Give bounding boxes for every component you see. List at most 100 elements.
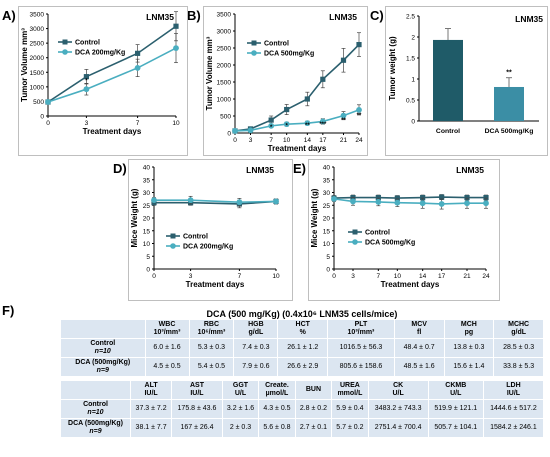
series-line — [47, 25, 177, 103]
y-tick-label: 1 — [411, 77, 415, 84]
table-header: RBC 10⁶/mm³ — [188, 319, 235, 339]
legend-marker — [352, 229, 358, 235]
x-tick-label: 14 — [304, 137, 312, 144]
legend-marker — [62, 49, 68, 55]
data-point — [268, 122, 275, 129]
data-point — [151, 197, 157, 204]
y-tick-label: 25 — [143, 203, 151, 210]
row-group: Control — [83, 401, 108, 408]
header-unit: fl — [417, 329, 422, 336]
y-tick-label: 0.5 — [406, 98, 415, 105]
bar — [494, 86, 524, 121]
table-cell: 3483.2 ± 743.3 — [367, 399, 429, 419]
data-point — [173, 23, 179, 29]
data-point — [394, 195, 400, 201]
table-header: HCT% — [277, 319, 329, 339]
x-tick-label: 0 — [233, 137, 237, 144]
y-tick-label: 1000 — [217, 97, 232, 104]
data-point — [134, 65, 141, 71]
data-point — [187, 197, 194, 204]
x-axis-label: Treatment days — [186, 280, 245, 289]
y-tick-label: 25 — [323, 203, 331, 210]
data-point — [439, 194, 445, 200]
table-cell: 1444.6 ± 517.2 — [482, 399, 545, 419]
x-tick-label: 3 — [249, 137, 253, 144]
table-header: MCV fl — [393, 319, 445, 339]
data-point — [394, 199, 401, 206]
header-name: CK — [393, 382, 404, 389]
row-label: Control n=10 — [59, 399, 132, 419]
header-name: BUN — [305, 386, 322, 393]
table-cell: 13.8 ± 0.3 — [443, 338, 495, 358]
table-header: HGB g/dL — [233, 319, 279, 339]
x-tick-label: 3 — [351, 273, 355, 280]
chart-d: 0 5 10 15 20 25 30 35 40 0 3 7 10 Treatment days Mice … — [128, 159, 293, 301]
series-line — [154, 199, 277, 203]
table-title: DCA (500 mg/Kg) (0.4x10⁶ LNM35 cells/mic… — [60, 308, 544, 320]
header-name: PLT — [354, 321, 368, 328]
series-dca — [45, 33, 179, 105]
table-cell: 26.6 ± 2.9 — [277, 357, 329, 377]
series-line — [154, 200, 277, 205]
chart-frame — [385, 6, 548, 156]
data-point — [135, 50, 141, 56]
series-control — [45, 11, 179, 105]
data-point — [356, 42, 362, 48]
data-point — [331, 195, 337, 202]
y-tick-label: 1.5 — [406, 56, 415, 63]
table-cell: 5.6 ± 0.8 — [258, 418, 296, 438]
header-unit: U/L — [392, 390, 404, 397]
row-group: DCA (500mg/Kg) — [75, 359, 131, 366]
row-label: DCA (500mg/Kg) n=9 — [59, 418, 132, 438]
x-tick-label: 21 — [463, 273, 471, 280]
x-tick-label: 14 — [419, 273, 427, 280]
header-name: UREA — [339, 382, 360, 389]
header-name: AST — [189, 382, 204, 389]
y-axis-label: Mice Weight (g) — [310, 188, 319, 247]
data-point — [340, 57, 347, 63]
header-name: HGB — [248, 321, 264, 328]
blood-table: DCA (500 mg/Kg) (0.4x10⁶ LNM35 cells/mic… — [59, 308, 545, 454]
table-header: CKMB U/L — [427, 380, 484, 400]
table-cell: 167 ± 26.4 — [171, 418, 223, 438]
y-tick-label: 40 — [323, 165, 331, 172]
data-point — [356, 106, 362, 113]
header-unit: 10³/mm³ — [153, 329, 181, 336]
legend-marker — [62, 39, 68, 45]
table-cell: 2751.4 ± 700.4 — [367, 418, 429, 438]
data-point — [320, 76, 326, 82]
table-cell: 1584.2 ± 246.1 — [482, 418, 545, 438]
header-unit: mmol/L — [337, 390, 363, 397]
x-tick-label: 10 — [394, 273, 402, 280]
legend-label: Control — [264, 41, 289, 48]
data-point — [268, 117, 274, 123]
series-dca — [151, 195, 279, 207]
table-header: WBC 10³/mm³ — [144, 319, 190, 339]
series-line — [333, 198, 486, 205]
header-unit: U/L — [234, 390, 247, 397]
x-tick-label: 24 — [355, 137, 363, 144]
chart-title: LNM35 — [146, 12, 174, 22]
table-cell: 2 ± 0.3 — [221, 418, 260, 438]
y-tick-label: 0 — [227, 131, 231, 138]
chart-frame — [128, 159, 293, 301]
y-tick-label: 3500 — [30, 12, 45, 19]
row-group: DCA (500mg/Kg) — [68, 420, 123, 427]
header-unit: U/L — [450, 390, 462, 397]
panel-d-label: D) — [113, 161, 127, 176]
table-header: PLT 10³/mm³ — [327, 319, 395, 339]
y-tick-label: 20 — [143, 216, 151, 223]
header-unit: pg — [464, 329, 474, 336]
header-name: WBC — [158, 321, 176, 328]
table-cell: 7.4 ± 0.3 — [233, 338, 279, 358]
y-tick-label: 5 — [326, 254, 330, 261]
table-cell: 48.5 ± 1.6 — [393, 357, 445, 377]
data-point — [304, 96, 310, 102]
x-tick-label: 10 — [283, 137, 291, 144]
table-cell: 4.5 ± 0.5 — [144, 357, 190, 377]
data-point — [247, 127, 254, 134]
data-point — [350, 198, 356, 205]
chart-title: LNM35 — [515, 14, 543, 24]
data-point — [83, 86, 90, 93]
x-tick-label: 0 — [332, 273, 336, 280]
